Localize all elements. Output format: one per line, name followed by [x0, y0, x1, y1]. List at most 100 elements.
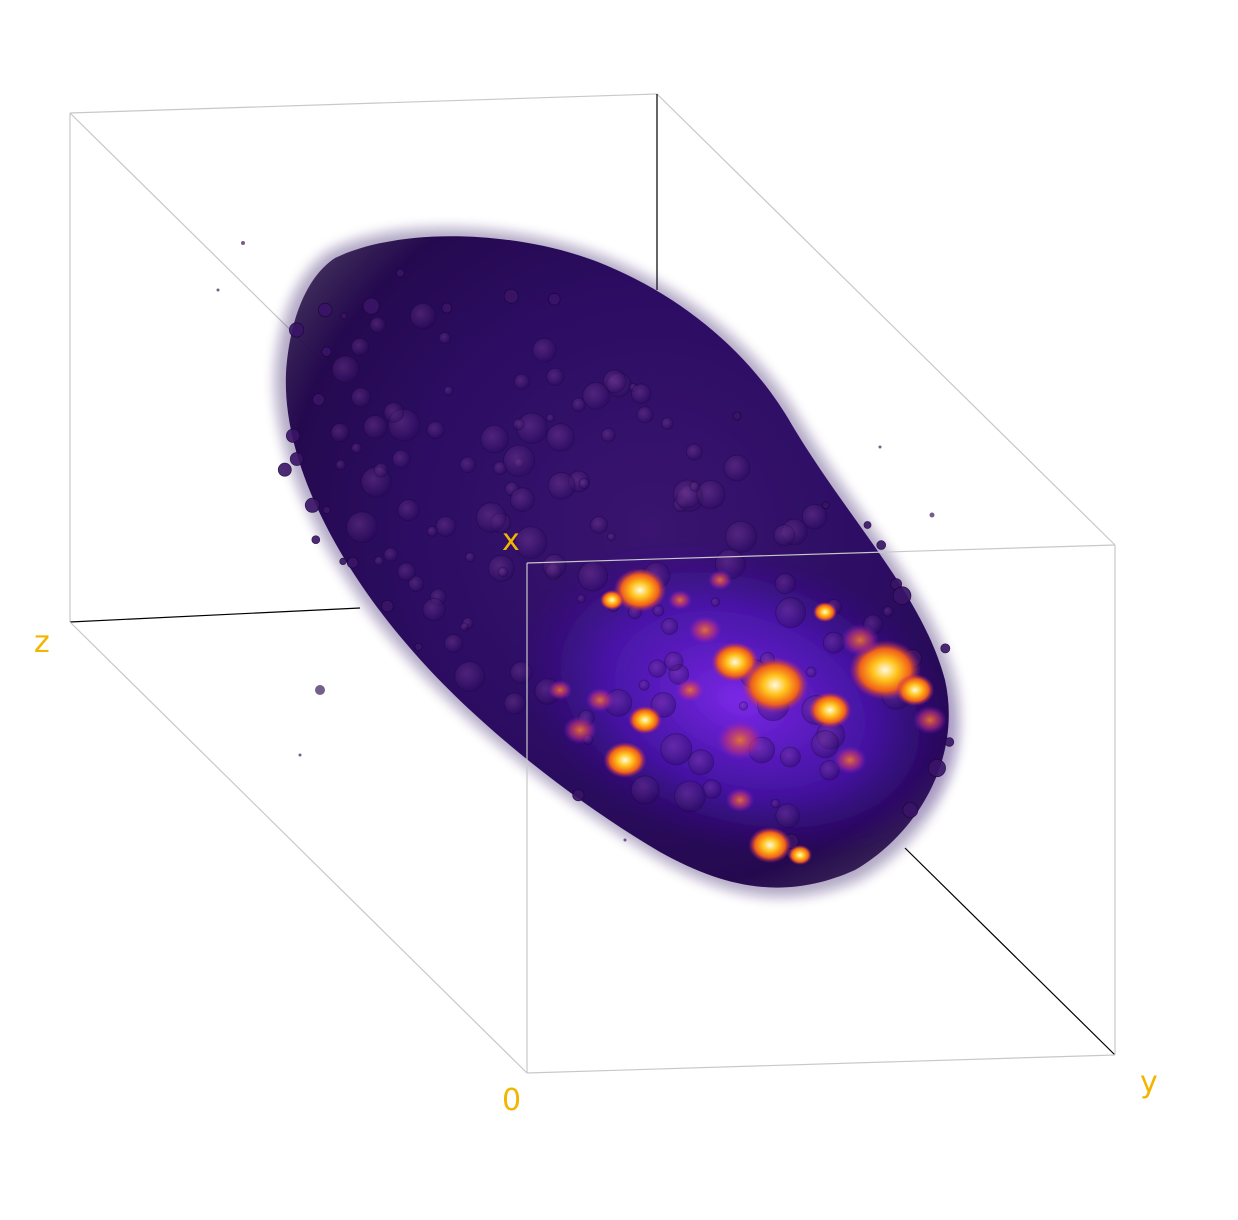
warm-region	[548, 680, 572, 700]
nodule	[414, 642, 423, 651]
nodule	[688, 749, 714, 776]
nodule	[426, 420, 445, 439]
nodule	[363, 414, 388, 440]
nodule	[288, 322, 305, 338]
particle	[623, 838, 627, 842]
nodule	[944, 737, 955, 747]
nodule	[725, 520, 758, 553]
nodule	[304, 497, 320, 513]
box-edge	[526, 1054, 1116, 1074]
nodule	[383, 547, 399, 563]
box-edge-dark	[69, 607, 361, 623]
nodule	[770, 799, 781, 809]
nodule	[322, 505, 331, 515]
nodule	[571, 397, 586, 412]
nodule	[509, 661, 533, 684]
nodule	[805, 666, 817, 678]
warm-region	[840, 624, 880, 656]
nodule	[397, 562, 417, 582]
hotspot	[748, 827, 792, 863]
bounding-box-front-edges	[69, 544, 1116, 1074]
nodule	[660, 733, 693, 766]
nodule	[409, 302, 437, 330]
nodule	[631, 383, 652, 404]
nodule	[882, 606, 894, 617]
nodule	[685, 443, 703, 461]
nodule	[546, 367, 565, 386]
nodule	[600, 427, 616, 443]
nodule	[542, 553, 567, 578]
particle	[929, 512, 935, 518]
box-edge	[69, 621, 528, 1074]
hotspot	[808, 692, 852, 728]
nodule	[546, 413, 555, 423]
warm-region	[725, 788, 755, 812]
particle	[298, 753, 302, 757]
nodule	[350, 387, 372, 408]
nodule	[892, 586, 912, 605]
nodule	[426, 525, 438, 537]
nodule	[373, 555, 384, 566]
particle	[216, 288, 220, 292]
nodule	[350, 337, 370, 357]
nodule	[821, 501, 830, 510]
nodule	[321, 346, 332, 357]
hotspot	[813, 602, 837, 622]
warm-region	[913, 706, 947, 734]
nodule	[590, 515, 608, 534]
nodule	[459, 456, 477, 474]
nodule	[674, 780, 706, 813]
warm-region	[585, 688, 615, 712]
box-edge	[656, 93, 1116, 546]
nodule	[497, 566, 509, 578]
hotspot	[741, 657, 809, 713]
nodule	[397, 499, 420, 522]
hotspot	[613, 568, 667, 612]
hotspot	[628, 706, 662, 734]
nodule	[331, 355, 360, 384]
nodule	[547, 471, 576, 500]
nodule	[780, 746, 801, 768]
hotspot	[600, 590, 624, 610]
nodule	[664, 651, 684, 672]
warm-region	[668, 590, 692, 610]
nodule	[546, 423, 575, 452]
nodule	[464, 551, 476, 563]
hotspot	[788, 845, 812, 865]
nodule	[513, 373, 530, 390]
nodule	[339, 557, 347, 566]
nodule	[902, 802, 919, 818]
nodule	[340, 312, 348, 320]
nodule	[381, 599, 394, 613]
warm-region	[563, 716, 597, 744]
warm-region	[688, 616, 722, 644]
nodule	[927, 759, 946, 778]
axis-label-y: y	[1140, 1065, 1158, 1100]
nodule	[407, 575, 425, 593]
nodule	[289, 452, 304, 466]
axis-label-z: z	[34, 625, 50, 660]
nodule	[940, 643, 951, 654]
nodule	[444, 633, 464, 654]
nodule	[312, 393, 326, 407]
nodule	[441, 302, 453, 314]
nodule	[391, 449, 411, 469]
particle	[878, 445, 882, 449]
nodule	[732, 411, 742, 421]
nodule	[811, 730, 840, 759]
nodule	[422, 597, 446, 622]
nodule	[661, 617, 679, 635]
nodule	[602, 369, 627, 394]
warm-region	[716, 720, 764, 760]
axis-label-origin: 0	[502, 1083, 521, 1118]
nodule	[660, 417, 674, 430]
axis-label-x: x	[502, 523, 520, 558]
box-edge	[526, 544, 1116, 564]
nodule	[738, 701, 749, 711]
nodule	[773, 524, 796, 547]
nodule	[362, 297, 380, 315]
nodule	[383, 402, 405, 423]
nodule	[330, 422, 350, 443]
nodule	[801, 503, 828, 530]
